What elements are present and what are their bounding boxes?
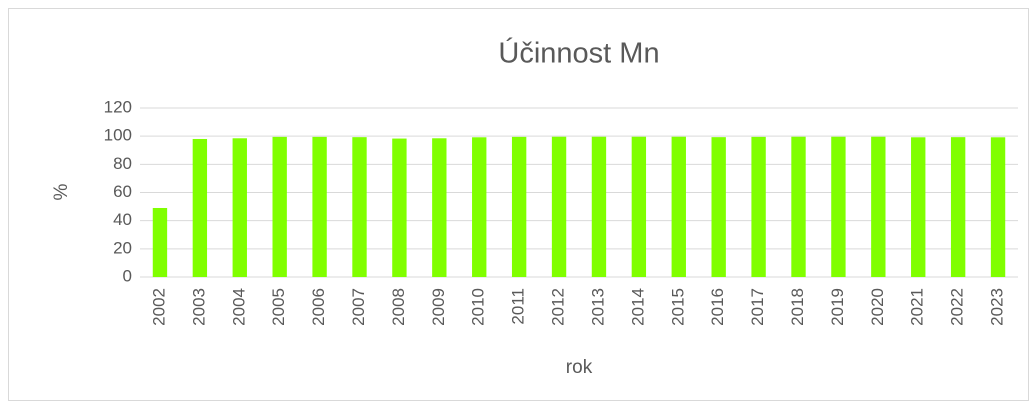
y-tick-label: 40: [113, 210, 132, 229]
x-tick-label: 2002: [149, 288, 168, 326]
x-tick-label: 2022: [948, 288, 967, 326]
x-tick-label: 2017: [748, 288, 767, 326]
bar: [911, 137, 926, 277]
x-tick-label: 2021: [908, 288, 927, 326]
bar: [751, 136, 766, 277]
bar: [232, 138, 247, 277]
y-tick-label: 80: [113, 154, 132, 173]
bar: [551, 136, 567, 277]
bar: [511, 136, 527, 277]
x-tick-label: 2019: [828, 288, 847, 326]
bar: [272, 136, 287, 277]
y-tick-label: 100: [104, 126, 132, 145]
bar: [871, 136, 886, 277]
bar: [950, 137, 966, 277]
bar: [990, 137, 1006, 277]
bar: [711, 137, 726, 277]
x-tick-label: 2011: [509, 288, 528, 325]
y-tick-label: 20: [113, 238, 132, 257]
y-tick-label: 0: [123, 266, 132, 285]
x-tick-label: 2008: [389, 288, 408, 326]
bar: [472, 137, 487, 277]
x-tick-label: 2010: [469, 288, 488, 326]
x-tick-label: 2013: [588, 288, 607, 326]
bar: [631, 136, 647, 277]
bar: [152, 207, 168, 277]
chart-title: Účinnost Mn: [498, 37, 659, 70]
y-tick-label: 60: [113, 182, 132, 201]
bar: [791, 136, 806, 277]
x-tick-label: 2023: [988, 288, 1007, 326]
bar: [392, 138, 407, 277]
x-tick-label: 2003: [189, 288, 208, 326]
x-tick-label: 2007: [349, 288, 368, 326]
bar: [432, 138, 447, 277]
x-tick-label: 2018: [788, 288, 807, 326]
x-tick-label: 2006: [309, 288, 328, 326]
x-tick-label: 2004: [229, 288, 248, 326]
bar: [192, 138, 208, 277]
x-axis-label: rok: [566, 357, 593, 378]
x-tick-label: 2015: [668, 288, 687, 326]
bar: [831, 136, 846, 277]
bar: [671, 136, 686, 277]
bar: [352, 137, 367, 277]
x-tick-label: 2020: [868, 288, 887, 326]
x-tick-label: 2005: [269, 288, 288, 326]
y-axis-label: %: [51, 183, 72, 200]
bar: [591, 136, 607, 277]
x-tick-label: 2016: [708, 288, 727, 326]
x-tick-label: 2012: [549, 288, 568, 326]
bar: [312, 136, 327, 277]
x-tick-label: 2014: [628, 288, 647, 326]
y-tick-label: 120: [104, 97, 132, 116]
x-tick-label: 2009: [429, 288, 448, 326]
